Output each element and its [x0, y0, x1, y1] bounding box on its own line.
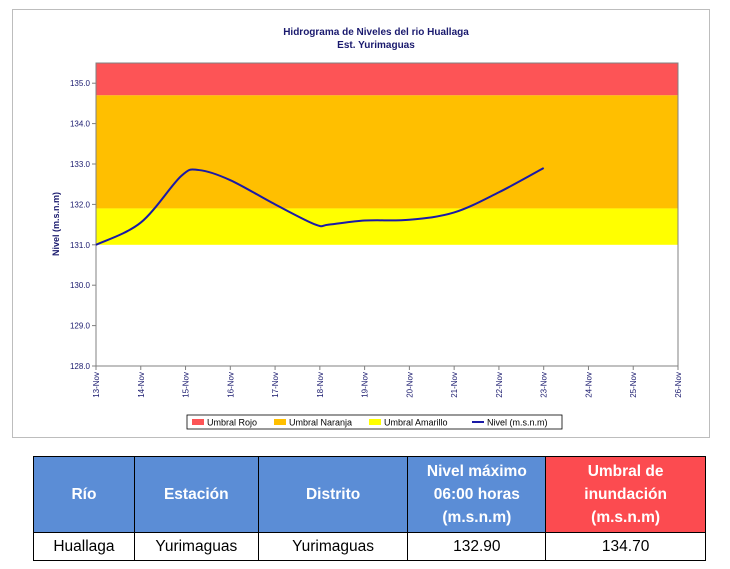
plot-area: 128.0 129.0 130.0 131.0 132.0 133.0 134.0 135.0…	[70, 62, 683, 398]
y-tick-label: 132.0	[70, 200, 91, 209]
chart-subtitle: Est. Yurimaguas	[337, 40, 415, 51]
x-tick-label: 13-Nov	[92, 372, 101, 398]
x-tick-label: 19-Nov	[361, 372, 370, 398]
y-tick-label: 131.0	[70, 241, 91, 250]
header-umbral-line3: (m.s.n.m)	[591, 509, 661, 526]
x-tick-label: 23-Nov	[540, 372, 549, 398]
hydrograph-chart: Hidrograma de Niveles del rio Huallaga E…	[51, 27, 683, 430]
legend-swatch	[274, 419, 286, 425]
y-tick-label: 129.0	[70, 322, 91, 331]
y-tick-label: 128.0	[70, 362, 91, 371]
table-header-row: Río Estación Distrito Nivel máximo 06:00…	[33, 456, 706, 533]
y-axis-label: Nivel (m.s.n.m)	[51, 192, 61, 256]
header-nivel-maximo: Nivel máximo 06:00 horas (m.s.n.m)	[407, 456, 547, 533]
cell-umbral: 134.70	[545, 532, 706, 561]
x-tick-label: 17-Nov	[271, 372, 280, 398]
legend-label: Umbral Rojo	[207, 418, 257, 428]
x-tick-label: 14-Nov	[137, 372, 146, 398]
x-tick-label: 18-Nov	[316, 372, 325, 398]
header-nivel-line1: Nivel máximo	[426, 463, 527, 480]
chart-title: Hidrograma de Niveles del rio Huallaga	[283, 27, 469, 38]
header-estacion: Estación	[133, 456, 259, 533]
header-nivel-line3: (m.s.n.m)	[442, 509, 512, 526]
cell-rio: Huallaga	[33, 532, 135, 561]
cell-distrito: Yurimaguas	[257, 532, 409, 561]
x-tick-label: 25-Nov	[629, 372, 638, 398]
legend-swatch	[369, 419, 381, 425]
x-tick-label: 22-Nov	[495, 372, 504, 398]
legend-swatch	[192, 419, 204, 425]
y-tick-label: 134.0	[70, 120, 91, 129]
header-umbral-line2: inundación	[584, 486, 667, 503]
header-distrito: Distrito	[257, 456, 409, 533]
band-umbral-naranja	[96, 95, 678, 209]
x-tick-label: 24-Nov	[584, 372, 593, 398]
x-tick-label: 16-Nov	[226, 372, 235, 398]
header-nivel-line2: 06:00 horas	[433, 486, 520, 503]
y-tick-label: 135.0	[70, 79, 91, 88]
x-tick-label: 21-Nov	[450, 372, 459, 398]
table-row: Huallaga Yurimaguas Yurimaguas 132.90 13…	[33, 532, 706, 561]
chart-legend: Umbral Rojo Umbral Naranja Umbral Amarillo…	[186, 414, 563, 430]
header-rio: Río	[33, 456, 135, 533]
series-line-nivel	[95, 167, 545, 246]
legend-label: Umbral Amarillo	[384, 418, 448, 428]
cell-estacion: Yurimaguas	[133, 532, 259, 561]
chart-container: Hidrograma de Niveles del rio Huallaga E…	[12, 9, 710, 438]
x-tick-label: 15-Nov	[182, 372, 191, 398]
band-umbral-rojo	[96, 63, 678, 96]
y-tick-label: 133.0	[70, 160, 91, 169]
band-umbral-amarillo	[96, 208, 678, 245]
station-summary-table: Río Estación Distrito Nivel máximo 06:00…	[33, 456, 706, 561]
x-tick-label: 26-Nov	[674, 372, 683, 398]
legend-label: Umbral Naranja	[289, 418, 352, 428]
header-umbral-line1: Umbral de	[587, 463, 664, 480]
x-tick-label: 20-Nov	[405, 372, 414, 398]
cell-nivel: 132.90	[407, 532, 547, 561]
y-tick-label: 130.0	[70, 281, 91, 290]
header-umbral-inundacion: Umbral de inundación (m.s.n.m)	[545, 456, 706, 533]
legend-label: Nivel (m.s.n.m)	[487, 418, 548, 428]
